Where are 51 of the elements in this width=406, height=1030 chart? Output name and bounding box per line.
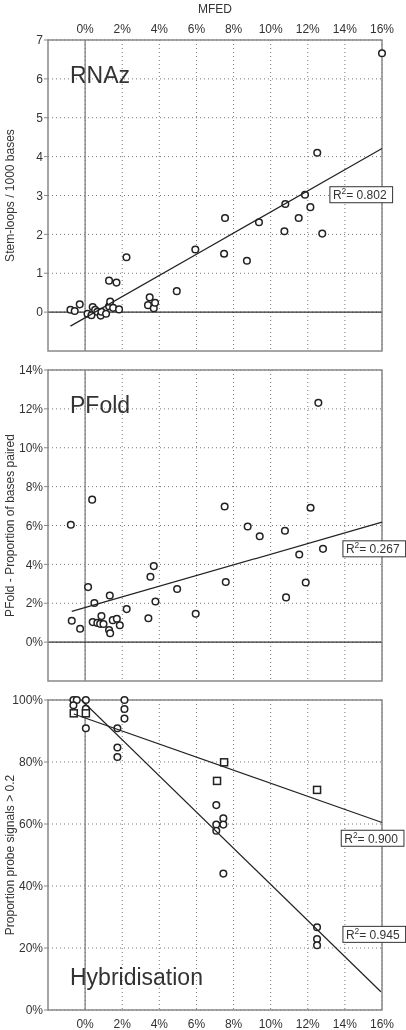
x-tick-label: 16% xyxy=(369,1017,395,1030)
y-tick-label: 2% xyxy=(25,596,44,611)
x2-tick-label: 6% xyxy=(187,22,206,36)
x-tick-label: 2% xyxy=(113,1017,132,1030)
x2-tick-label: 8% xyxy=(224,22,243,36)
y-tick-label: 1 xyxy=(36,266,44,281)
annotation: R$^{2}$= 0.945 xyxy=(345,925,400,942)
x2-tick-label: 14% xyxy=(332,22,358,36)
text: Hybridisation xyxy=(70,964,203,990)
x2-axis-title: MFED xyxy=(198,2,233,16)
x-tick-label: 6% xyxy=(187,1017,206,1030)
x2-tick-label: 4% xyxy=(150,22,169,36)
y-tick-label: 2 xyxy=(36,227,44,242)
y-tick-label: 60% xyxy=(18,817,44,832)
y-tick-label: 0% xyxy=(25,635,44,650)
y-tick-label: 100% xyxy=(12,693,44,708)
y-tick-label: 6 xyxy=(36,72,44,87)
y-tick-label: 3 xyxy=(36,188,44,203)
x-tick-label: 10% xyxy=(258,1017,283,1030)
y-tick-label: 14% xyxy=(18,363,44,378)
y-tick-label: 40% xyxy=(18,879,44,894)
x-tick-label: 12% xyxy=(295,1017,321,1030)
y-tick-label: 7 xyxy=(36,33,44,48)
x-tick-label: 14% xyxy=(332,1017,358,1030)
y-tick-label: 4 xyxy=(36,149,44,164)
x-tick-label: 4% xyxy=(150,1017,169,1030)
x-tick-label: 8% xyxy=(224,1017,243,1030)
y-tick-label: 12% xyxy=(18,402,44,417)
y-tick-label: 6% xyxy=(25,518,44,533)
y-tick-label: 20% xyxy=(18,941,44,956)
text: RNAz xyxy=(70,62,131,88)
y-tick-label: 0% xyxy=(25,1003,44,1018)
y-tick-label: 80% xyxy=(18,755,44,770)
x-tick-label: 0% xyxy=(76,1017,95,1030)
x2-tick-label: 16% xyxy=(369,22,395,36)
x2-tick-label: 0% xyxy=(76,22,95,36)
x2-tick-label: 12% xyxy=(295,22,321,36)
y-tick-label: 10% xyxy=(18,440,44,455)
y-axis-title: Proportion probe signals > 0.2 xyxy=(3,774,17,936)
y-tick-label: 5 xyxy=(36,110,44,125)
y-axis-title: PFold - Proportion of bases paired xyxy=(3,434,17,617)
y-tick-label: 4% xyxy=(25,557,44,572)
y-axis-title: Stem-loops / 1000 bases xyxy=(3,129,17,262)
y-tick-label: 0 xyxy=(36,305,44,320)
x2-tick-label: 2% xyxy=(113,22,132,36)
text: PFold xyxy=(70,392,131,418)
annotation: R$^{2}$= 0.802 xyxy=(332,186,387,203)
x2-tick-label: 10% xyxy=(258,22,283,36)
y-tick-label: 8% xyxy=(25,479,44,494)
annotation: R$^{2}$= 0.267 xyxy=(345,540,400,557)
annotation: R$^{2}$= 0.900 xyxy=(344,829,399,846)
